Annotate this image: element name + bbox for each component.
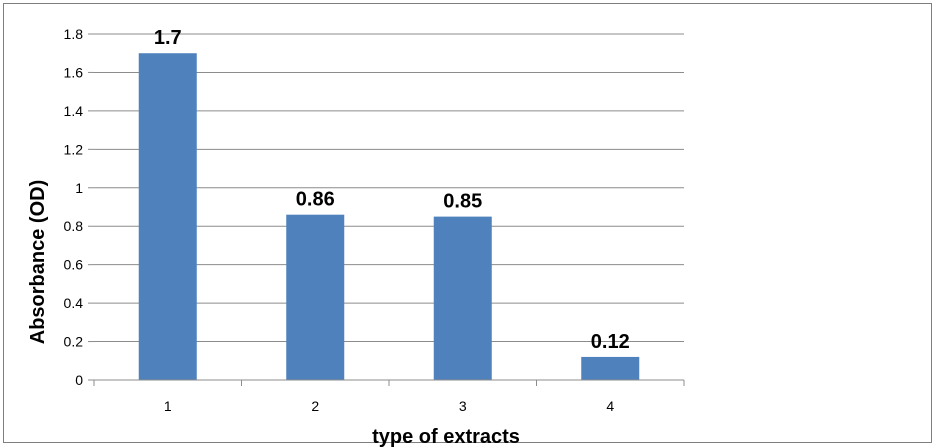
y-tick-label: 1.8 bbox=[64, 26, 84, 42]
bars bbox=[138, 53, 640, 380]
x-tick-label: 2 bbox=[311, 398, 319, 414]
y-tick-label: 1 bbox=[75, 180, 83, 196]
bar-3 bbox=[433, 216, 492, 380]
x-axis-title: type of extracts bbox=[372, 426, 520, 448]
data-label: 0.12 bbox=[591, 331, 630, 353]
bar-2 bbox=[286, 214, 345, 380]
y-tick-label: 1.4 bbox=[64, 103, 84, 119]
y-axis-title: Absorbance (OD) bbox=[27, 180, 49, 344]
y-tick-label: 0.6 bbox=[64, 257, 84, 273]
x-tick-labels: 1 2 3 4 bbox=[93, 380, 685, 414]
y-tick-label: 0 bbox=[75, 372, 83, 388]
y-tick-label: 1.6 bbox=[64, 64, 84, 80]
bar-4 bbox=[581, 356, 640, 380]
data-label: 0.85 bbox=[443, 191, 482, 213]
bar-1 bbox=[138, 53, 197, 380]
data-labels: 1.7 0.86 0.85 0.12 bbox=[154, 27, 630, 353]
y-tick-label: 0.2 bbox=[64, 334, 84, 350]
y-tick-label: 1.2 bbox=[64, 141, 84, 157]
y-tick-label: 0.8 bbox=[64, 218, 84, 234]
x-tick-label: 3 bbox=[459, 398, 467, 414]
x-tick-label: 4 bbox=[606, 398, 614, 414]
y-tick-label: 0.4 bbox=[64, 295, 84, 311]
x-tick-label: 1 bbox=[164, 398, 172, 414]
data-label: 0.86 bbox=[296, 189, 335, 211]
y-tick-labels: 0 0.2 0.4 0.6 0.8 1 1.2 1.4 1.6 1.8 bbox=[64, 26, 84, 388]
data-label: 1.7 bbox=[154, 27, 182, 49]
